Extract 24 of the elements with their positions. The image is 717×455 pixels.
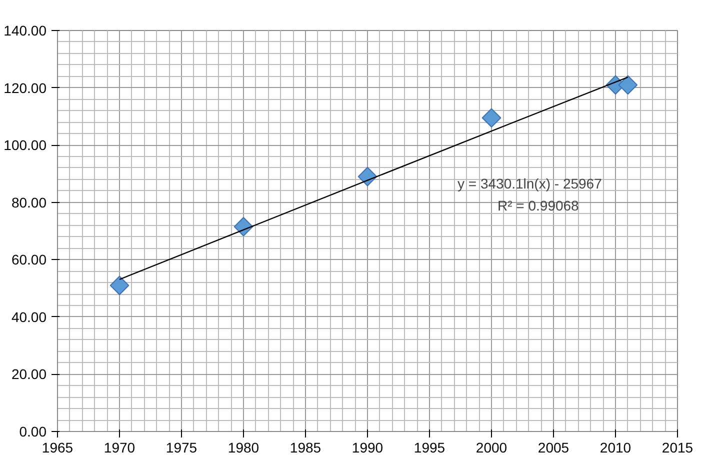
x-tick-label: 2015	[662, 440, 694, 455]
point	[482, 108, 502, 128]
y-tick-label: 60.00	[11, 252, 47, 268]
y-tick-label: 20.00	[11, 366, 47, 382]
y-tick-label: 120.00	[4, 80, 47, 96]
annotation: R² = 0.99068	[498, 198, 580, 214]
x-tick-label: 1995	[414, 440, 446, 455]
x-tick-label: 1985	[290, 440, 322, 455]
x-tick-label: 2005	[538, 440, 570, 455]
x-tick-label: 2010	[600, 440, 632, 455]
point	[618, 75, 638, 95]
y-tick-label: 140.00	[4, 22, 47, 38]
x-tick-label: 2000	[476, 440, 508, 455]
x-tick-label: 1980	[228, 440, 260, 455]
annotation: y = 3430.1ln(x) - 25967	[458, 176, 602, 192]
x-tick-label: 1965	[42, 440, 74, 455]
x-tick-label: 1970	[104, 440, 136, 455]
y-tick-label: 0.00	[19, 424, 47, 440]
y-tick-label: 80.00	[11, 194, 47, 210]
y-tick-label: 40.00	[11, 308, 47, 325]
point	[110, 276, 130, 296]
x-tick-label: 1975	[166, 440, 198, 455]
y-tick-label: 100.00	[4, 137, 47, 154]
x-tick-label: 1990	[352, 440, 384, 455]
